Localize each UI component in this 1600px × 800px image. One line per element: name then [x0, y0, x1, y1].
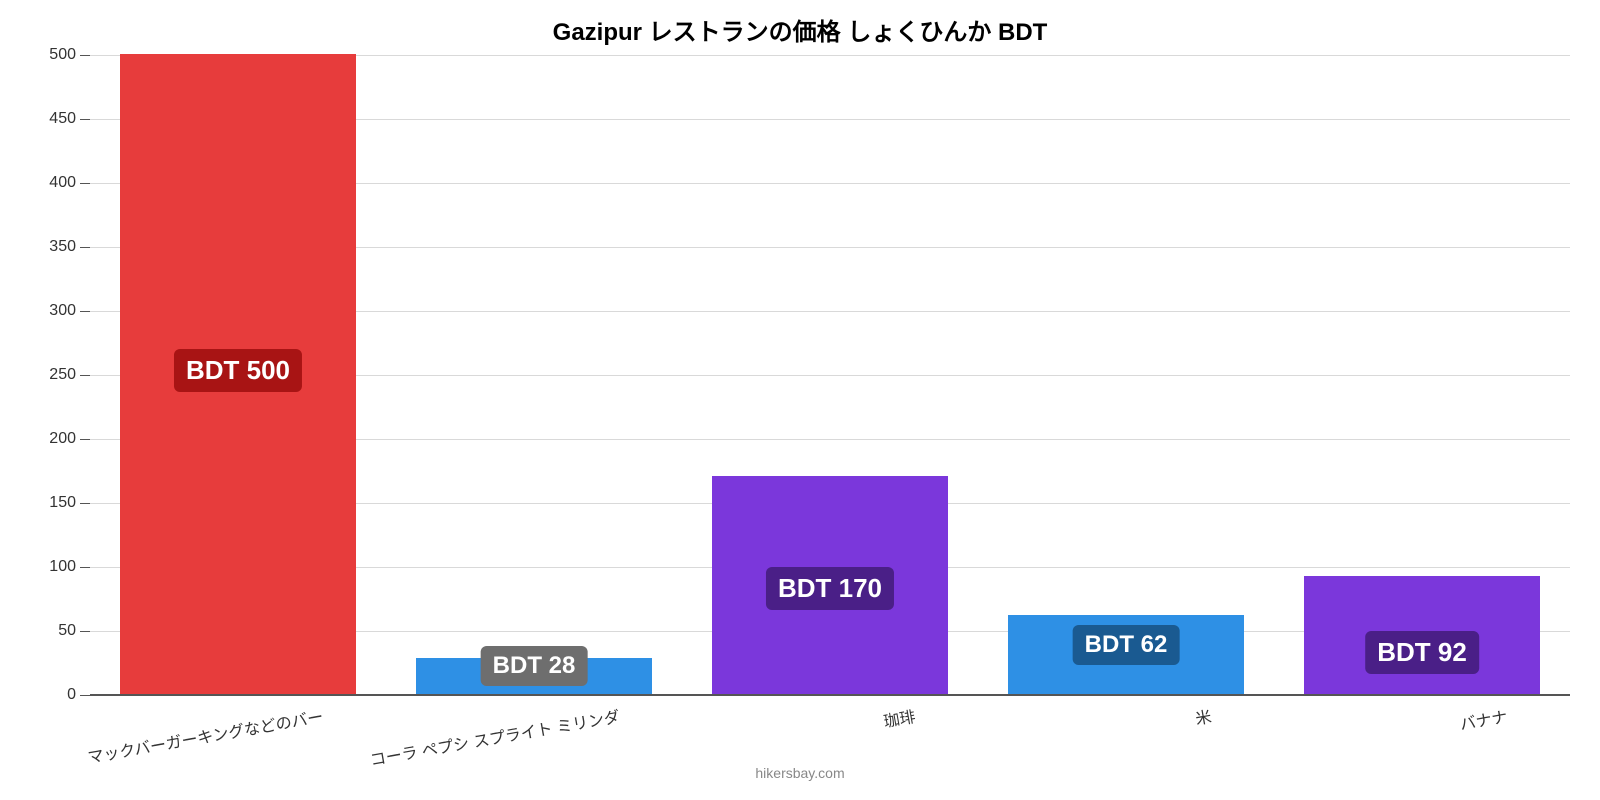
plot-area: 050100150200250300350400450500 BDT 500BD… [90, 55, 1570, 695]
x-tick-label: 珈琲 [881, 703, 917, 732]
y-tick-label: 400 [49, 174, 76, 192]
y-tick [80, 631, 90, 632]
y-tick-label: 350 [49, 238, 76, 256]
y-tick [80, 439, 90, 440]
y-tick [80, 247, 90, 248]
y-tick-label: 500 [49, 46, 76, 64]
value-badge: BDT 92 [1365, 631, 1479, 674]
value-badge: BDT 500 [174, 349, 302, 392]
y-tick [80, 311, 90, 312]
y-tick [80, 55, 90, 56]
chart-title: Gazipur レストランの価格 しょくひんか BDT [0, 12, 1600, 47]
y-tick [80, 695, 90, 696]
y-tick-label: 0 [67, 686, 76, 704]
bars-layer: BDT 500 BDT 28 BDT 170 BDT 62 BDT 92 [90, 55, 1570, 694]
attribution: hikersbay.com [755, 765, 844, 781]
y-tick [80, 183, 90, 184]
value-badge: BDT 62 [1073, 625, 1180, 665]
y-tick-label: 100 [49, 558, 76, 576]
value-badge: BDT 170 [766, 567, 894, 610]
y-tick [80, 119, 90, 120]
y-tick-label: 150 [49, 494, 76, 512]
y-tick-label: 50 [58, 622, 76, 640]
x-tick-label: マックバーガーキングなどのバー [86, 703, 325, 768]
x-tick-label: 米 [1193, 703, 1213, 729]
y-tick-label: 250 [49, 366, 76, 384]
x-tick-label: コーラ ペプシ スプライト ミリンダ [368, 703, 622, 771]
value-badge: BDT 28 [481, 646, 588, 686]
x-tick-label: バナナ [1458, 703, 1509, 735]
y-tick-label: 450 [49, 110, 76, 128]
gridline [90, 695, 1570, 696]
y-tick [80, 503, 90, 504]
y-tick [80, 375, 90, 376]
y-tick [80, 567, 90, 568]
y-tick-label: 200 [49, 430, 76, 448]
y-tick-label: 300 [49, 302, 76, 320]
